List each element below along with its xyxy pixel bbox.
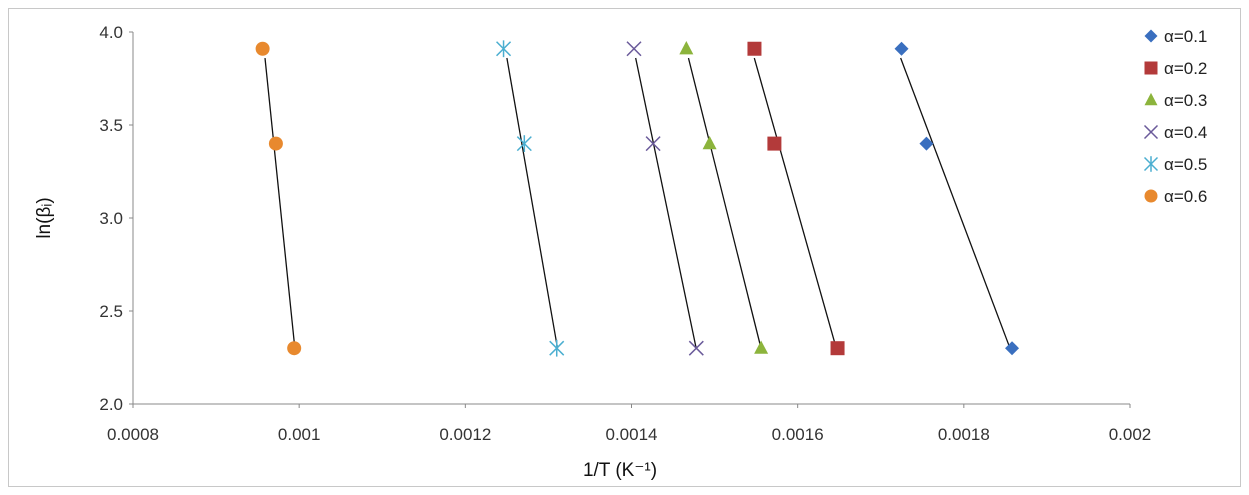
legend-marker [1144,61,1158,75]
legend-marker [1144,189,1158,203]
data-point [702,135,717,150]
data-point [754,340,769,354]
data-point [268,136,283,151]
data-point [645,136,661,152]
data-point [496,40,512,58]
legend-marker [1144,29,1158,43]
data-points [255,40,1020,357]
y-tick-label: 2.0 [99,395,123,414]
x-tick-label: 0.0014 [606,425,658,444]
axes [129,31,1131,408]
legend: α=0.1 α=0.2 α=0.3 α=0.4 α=0.5 α=0.6 [1143,27,1207,206]
data-point [626,41,642,57]
y-tick-label: 3.5 [99,116,123,135]
data-point [549,339,565,357]
legend-entry: α=0.6 [1164,187,1207,206]
data-point [767,136,782,151]
trendline [753,57,837,349]
y-tick-label: 4.0 [99,23,123,42]
legend-marker [1143,156,1159,172]
data-point [516,135,532,152]
legend-entry: α=0.5 [1164,155,1207,174]
legend-entry: α=0.2 [1164,59,1207,78]
x-tick-labels: 0.0008 0.001 0.0012 0.0014 0.0016 0.0018 0.002 [107,425,1151,444]
data-point [894,41,909,56]
data-point [688,340,704,356]
chart-frame [8,8,1241,487]
legend-marker [1143,124,1159,140]
trendline [635,57,697,349]
x-axis-title: 1/T (K⁻¹) [583,460,657,481]
x-tick-label: 0.001 [278,425,321,444]
data-point [679,41,694,55]
data-point [919,136,934,151]
data-point [255,41,270,56]
x-tick-label: 0.0016 [772,425,824,444]
y-tick-label: 3.0 [99,209,123,228]
data-point [1005,341,1020,356]
legend-entry: α=0.1 [1164,27,1207,46]
trendlines [264,57,1011,349]
y-tick-labels: 2.0 2.5 3.0 3.5 4.0 [99,23,123,414]
trendline [264,57,296,349]
legend-entry: α=0.4 [1164,123,1207,142]
x-tick-label: 0.0012 [439,425,491,444]
x-tick-label: 0.0018 [938,425,990,444]
legend-marker [1144,92,1158,106]
trendline [687,57,762,349]
y-tick-label: 2.5 [99,302,123,321]
data-point [830,341,845,356]
data-point [747,41,762,56]
trendline [506,57,559,349]
trendline [900,57,1011,349]
data-point [287,341,302,356]
x-tick-label: 0.002 [1109,425,1152,444]
legend-entry: α=0.3 [1164,91,1207,110]
y-axis-title: ln(βᵢ) [34,197,55,238]
x-tick-label: 0.0008 [107,425,159,444]
